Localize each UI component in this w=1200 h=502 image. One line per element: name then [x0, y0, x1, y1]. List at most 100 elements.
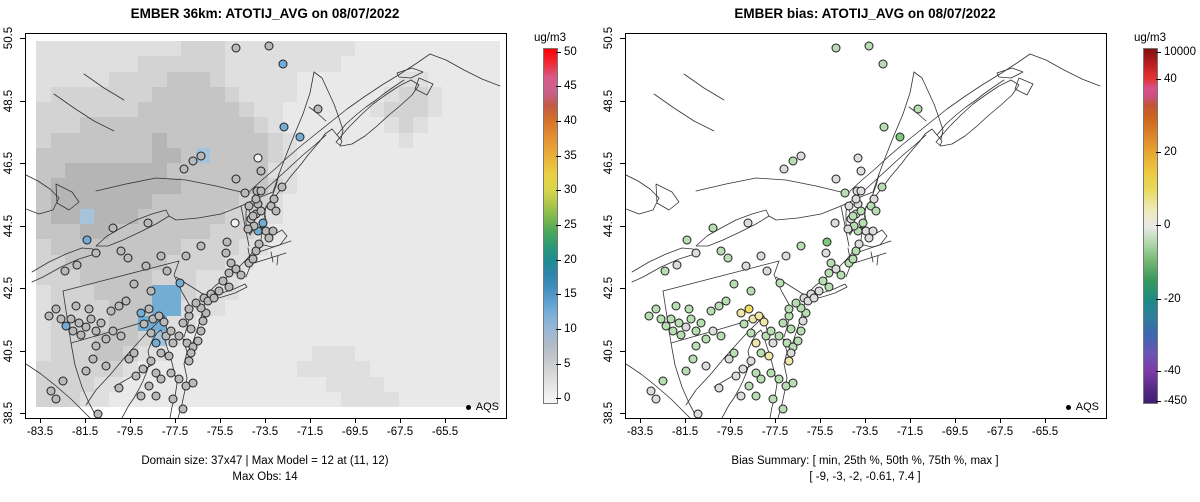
raster-cell [311, 163, 326, 179]
raster-cell [123, 208, 138, 224]
y-axis-tick [20, 100, 25, 102]
y-axis-label: 38.5 [3, 401, 15, 425]
raster-cell [369, 163, 384, 179]
obs-site-dot [224, 282, 234, 292]
raster-cell [123, 391, 138, 407]
bias-site-dot [696, 318, 706, 328]
raster-cell [427, 346, 442, 362]
raster-cell [398, 102, 413, 118]
raster-cell [355, 239, 370, 255]
bias-site-dot [796, 303, 806, 313]
bias-site-dot [762, 266, 772, 276]
bias-colorbar-units: ug/m3 [1134, 32, 1166, 44]
raster-cell [471, 56, 486, 72]
model-plot-area: AQS [25, 33, 507, 419]
raster-cell [239, 391, 254, 407]
raster-cell [326, 208, 341, 224]
bias-site-dot [764, 351, 774, 361]
raster-cell [340, 346, 355, 362]
raster-cell [166, 163, 181, 179]
raster-cell [282, 86, 297, 102]
raster-cell [384, 254, 399, 270]
x-axis-label: -67.5 [986, 426, 1014, 438]
raster-cell [398, 285, 413, 301]
obs-site-dot [256, 166, 266, 176]
raster-cell [413, 269, 428, 285]
raster-cell [137, 86, 152, 102]
obs-site-dot [240, 188, 250, 198]
raster-cell [297, 147, 312, 163]
raster-cell [253, 102, 268, 118]
y-axis-tick [620, 37, 625, 39]
x-axis-label: -69.5 [941, 426, 969, 438]
raster-cell [166, 41, 181, 57]
raster-cell [471, 300, 486, 316]
raster-cell [398, 300, 413, 316]
raster-cell [471, 178, 486, 194]
raster-cell [210, 239, 225, 255]
obs-site-dot [175, 278, 185, 288]
obs-site-dot [277, 182, 287, 192]
raster-cell [210, 391, 225, 407]
raster-cell [137, 56, 152, 72]
raster-cell [340, 315, 355, 331]
raster-cell [384, 147, 399, 163]
raster-cell [427, 224, 442, 240]
raster-cell [398, 117, 413, 133]
raster-cell [152, 132, 167, 148]
x-axis-label: -71.5 [896, 426, 924, 438]
raster-cell [36, 285, 51, 301]
obs-site-dot [161, 331, 171, 341]
bias-site-dot [706, 306, 716, 316]
raster-cell [36, 254, 51, 270]
obs-site-dot [268, 226, 278, 236]
bias-site-dot [826, 258, 836, 268]
raster-cell [384, 56, 399, 72]
x-axis-label: -65.5 [431, 426, 459, 438]
raster-cell [65, 178, 80, 194]
raster-cell [456, 330, 471, 346]
raster-cell [50, 254, 65, 270]
raster-cell [442, 376, 457, 392]
colorbar-tick [1156, 78, 1161, 80]
raster-cell [297, 376, 312, 392]
x-axis-label: -73.5 [851, 426, 879, 438]
raster-cell [471, 193, 486, 209]
raster-cell [166, 132, 181, 148]
raster-cell [355, 41, 370, 57]
obs-site-dot [186, 324, 196, 334]
raster-cell [224, 193, 239, 209]
raster-cell [485, 193, 500, 209]
raster-cell [427, 56, 442, 72]
raster-cell [355, 330, 370, 346]
raster-cell [195, 376, 210, 392]
raster-cell [94, 132, 109, 148]
raster-cell [50, 86, 65, 102]
raster-cell [94, 208, 109, 224]
y-axis-label: 40.5 [3, 339, 15, 363]
colorbar-tick [556, 155, 561, 157]
bias-site-dot [788, 378, 798, 388]
raster-cell [282, 254, 297, 270]
raster-cell [326, 285, 341, 301]
raster-cell [340, 361, 355, 377]
raster-cell [413, 361, 428, 377]
raster-cell [65, 330, 80, 346]
colorbar-tick-label: 15 [564, 288, 577, 301]
raster-cell [239, 315, 254, 331]
raster-cell [268, 300, 283, 316]
bias-site-dot [743, 218, 753, 228]
raster-cell [340, 117, 355, 133]
obs-site-dot [129, 348, 139, 358]
raster-cell [152, 117, 167, 133]
raster-cell [94, 224, 109, 240]
raster-cell [485, 391, 500, 407]
raster-cell [239, 147, 254, 163]
raster-cell [442, 239, 457, 255]
bias-site-dot [786, 348, 796, 358]
x-axis-label: -83.5 [26, 426, 54, 438]
colorbar-tick-label: 20 [1164, 146, 1177, 159]
raster-cell [239, 376, 254, 392]
raster-cell [413, 239, 428, 255]
y-axis-label: 46.5 [603, 151, 615, 175]
